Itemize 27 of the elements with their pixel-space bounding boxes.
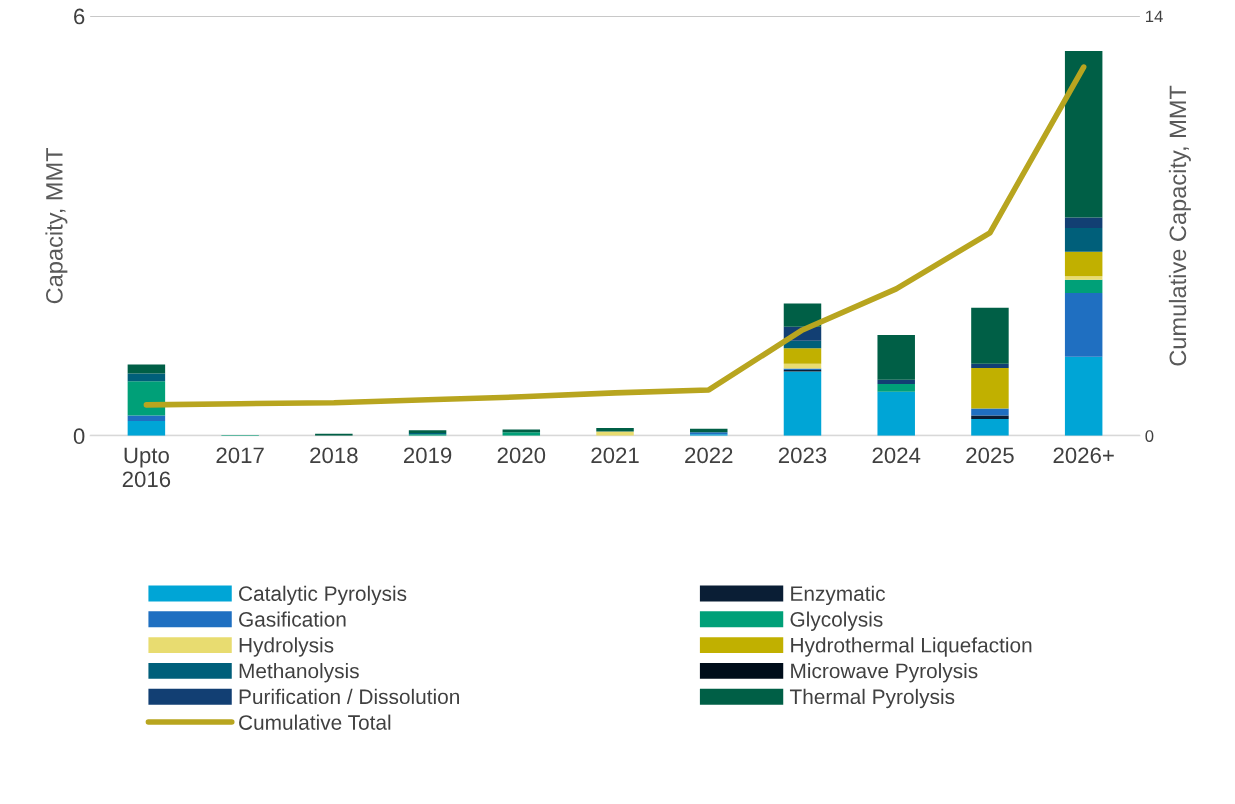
x-tick-label: 2023 [778, 447, 827, 464]
legend-label: Methanolysis [239, 663, 359, 683]
legend-label: Glycolysis [790, 611, 883, 631]
x-tick-label: 2024 [872, 447, 921, 464]
x-tick-label: 2020 [497, 447, 546, 464]
y-axis-title: Capacity, MMT [45, 147, 68, 304]
legend-label: Hydrothermal Liquefaction [791, 637, 1032, 657]
legend-label: Catalytic Pyrolysis [239, 585, 407, 606]
x-tick-label: 2022 [685, 447, 733, 464]
x-tick-label: 2026+ [1053, 447, 1114, 464]
legend-label: Thermal Pyrolysis [789, 688, 955, 709]
legend-label: Gasification [239, 611, 346, 627]
y2-axis-title: Cumulative Capacity, MMT [1168, 85, 1191, 366]
x-tick-label: 2019 [403, 447, 452, 464]
y2-tick-label: 14 [1146, 10, 1163, 23]
legend-label: Enzymatic [791, 585, 886, 606]
x-tick-label: 2018 [310, 447, 358, 464]
x-tick-label: 2017 [216, 447, 264, 464]
y2-tick-label: 0 [1145, 430, 1154, 442]
legend-label: Cumulative Total [239, 714, 391, 730]
x-tick-label: 2025 [966, 447, 1014, 464]
legend-label: Purification / Dissolution [239, 688, 459, 705]
legend-label: Hydrolysis [239, 637, 334, 657]
y-tick-label: 6 [74, 8, 85, 25]
x-tick-label: Upto 2016 [122, 447, 171, 488]
legend-label: Microwave Pyrolysis [791, 663, 978, 683]
x-tick-label: 2021 [591, 447, 639, 464]
